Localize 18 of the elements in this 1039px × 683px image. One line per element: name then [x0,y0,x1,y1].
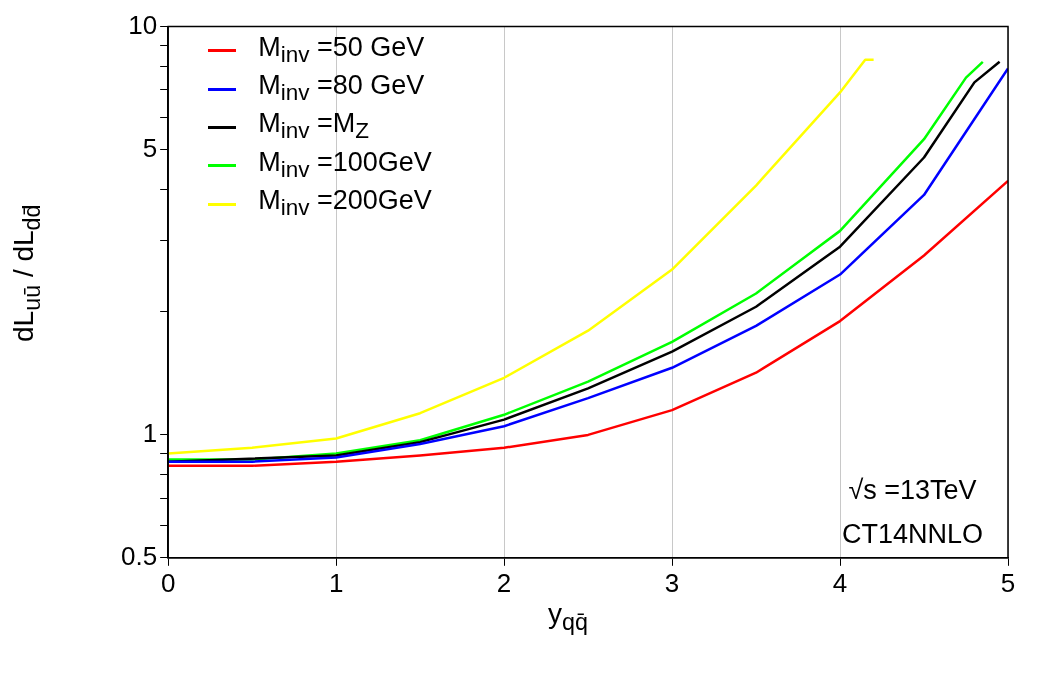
legend-label: M$_{inv}$ =200GeV [258,185,432,223]
x-tick-label: 3 [664,567,680,598]
y-tick-label: 0.5 [120,540,158,571]
x-axis-title: y$_{qq̄}$ [548,597,589,636]
annotation: √s =13TeV [847,473,978,507]
y-tick-label: 10 [128,9,158,40]
x-tick-label: 2 [496,567,512,598]
y-tick-label: 1 [142,418,158,449]
x-tick-label: 0 [160,567,176,598]
legend-label: M$_{inv}$ =100GeV [258,146,432,185]
legend-label: M$_{inv}$ =50 GeV [258,31,425,69]
legend-label: M$_{inv}$ =M$_{Z}$ [258,108,369,146]
y-tick-label: 5 [142,132,158,163]
x-tick-label: 5 [1000,567,1016,598]
x-tick-label: 4 [832,567,848,598]
annotation: CT14NNLO [841,517,983,551]
legend-label: M$_{inv}$ =80 GeV [258,69,425,108]
x-tick-label: 1 [328,567,344,598]
